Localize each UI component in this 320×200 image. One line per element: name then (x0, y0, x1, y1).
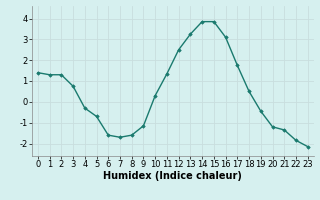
X-axis label: Humidex (Indice chaleur): Humidex (Indice chaleur) (103, 171, 242, 181)
